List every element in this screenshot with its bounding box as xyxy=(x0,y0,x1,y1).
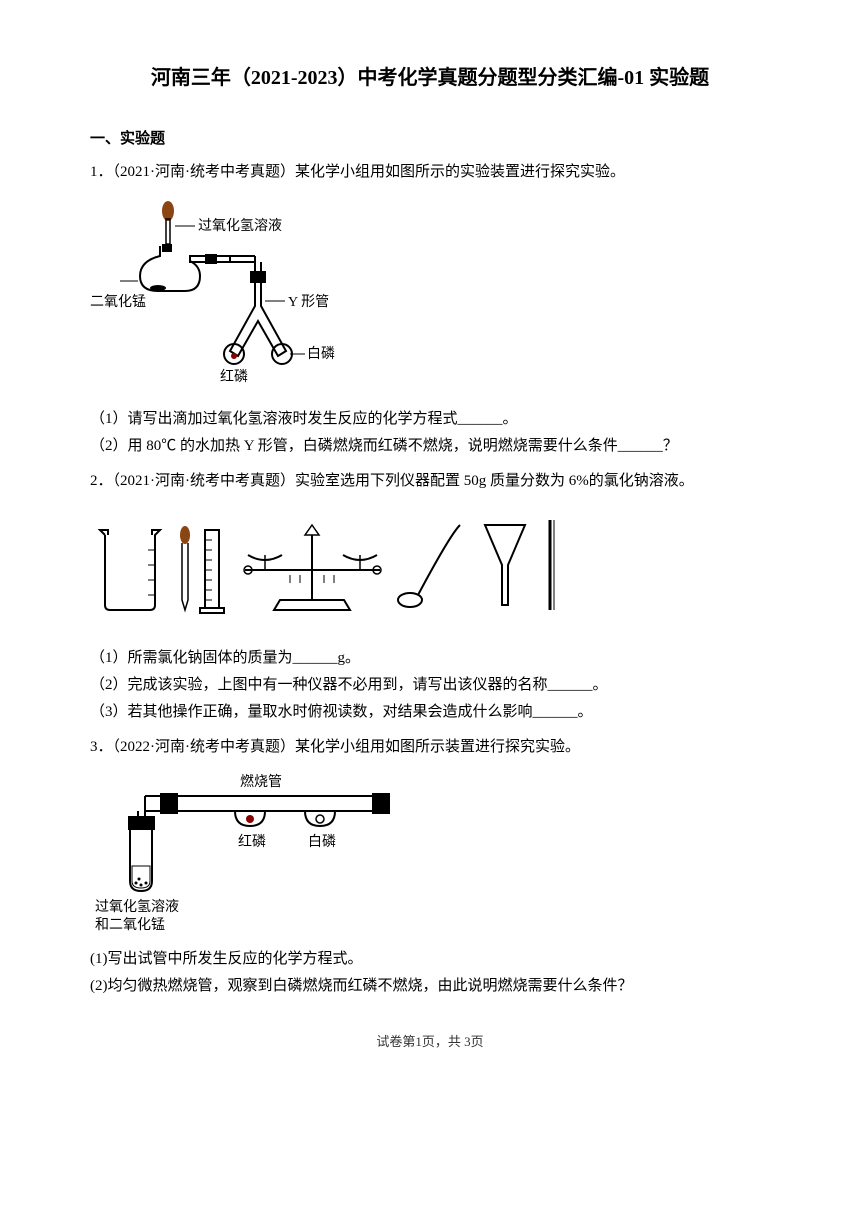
question-3: 3．（2022·河南·统考中考真题）某化学小组用如图所示装置进行探究实验。 燃烧… xyxy=(90,734,770,1000)
h2o2-mno2-label-2: 和二氧化锰 xyxy=(95,917,165,933)
page-footer: 试卷第1页，共 3页 xyxy=(90,1030,770,1053)
document-title: 河南三年（2021-2023）中考化学真题分题型分类汇编-01 实验题 xyxy=(90,60,770,96)
q2-sub2: （2）完成该实验，上图中有一种仪器不必用到，请写出该仪器的名称______。 xyxy=(90,672,770,699)
q1-sub1: （1）请写出滴加过氧化氢溶液时发生反应的化学方程式______。 xyxy=(90,406,770,433)
q3-sub1: (1)写出试管中所发生反应的化学方程式。 xyxy=(90,946,770,973)
h2o2-mno2-label-1: 过氧化氢溶液 xyxy=(95,899,179,915)
mno2-label: 二氧化锰 xyxy=(90,294,146,310)
q2-intro: 2．（2021·河南·统考中考真题）实验室选用下列仪器配置 50g 质量分数为 … xyxy=(90,468,770,495)
burn-tube-label: 燃烧管 xyxy=(240,773,282,790)
red-p-label-q3: 红磷 xyxy=(238,834,266,850)
question-1: 1．（2021·河南·统考中考真题）某化学小组用如图所示的实验装置进行探究实验。… xyxy=(90,159,770,460)
white-p-label: 白磷 xyxy=(307,346,335,362)
q1-diagram: 过氧化氢溶液 二氧化锰 xyxy=(90,196,770,396)
q2-sub1: （1）所需氯化钠固体的质量为______g。 xyxy=(90,645,770,672)
white-p-label-q3: 白磷 xyxy=(308,834,336,850)
q1-intro: 1．（2021·河南·统考中考真题）某化学小组用如图所示的实验装置进行探究实验。 xyxy=(90,159,770,186)
ytube-label: Y 形管 xyxy=(288,294,329,310)
q3-diagram: 燃烧管 红磷 白磷 xyxy=(90,771,770,936)
h2o2-label: 过氧化氢溶液 xyxy=(198,218,282,234)
q3-sub2: (2)均匀微热燃烧管，观察到白磷燃烧而红磷不燃烧，由此说明燃烧需要什么条件？ xyxy=(90,973,770,1000)
red-p-label: 红磷 xyxy=(220,369,248,385)
question-2: 2．（2021·河南·统考中考真题）实验室选用下列仪器配置 50g 质量分数为 … xyxy=(90,468,770,726)
q2-sub3: （3）若其他操作正确，量取水时俯视读数，对结果会造成什么影响______。 xyxy=(90,699,770,726)
q2-diagram xyxy=(90,505,770,635)
q3-intro: 3．（2022·河南·统考中考真题）某化学小组用如图所示装置进行探究实验。 xyxy=(90,734,770,761)
q1-sub2: （2）用 80℃ 的水加热 Y 形管，白磷燃烧而红磷不燃烧，说明燃烧需要什么条件… xyxy=(90,433,770,460)
section-header: 一、实验题 xyxy=(90,126,770,153)
